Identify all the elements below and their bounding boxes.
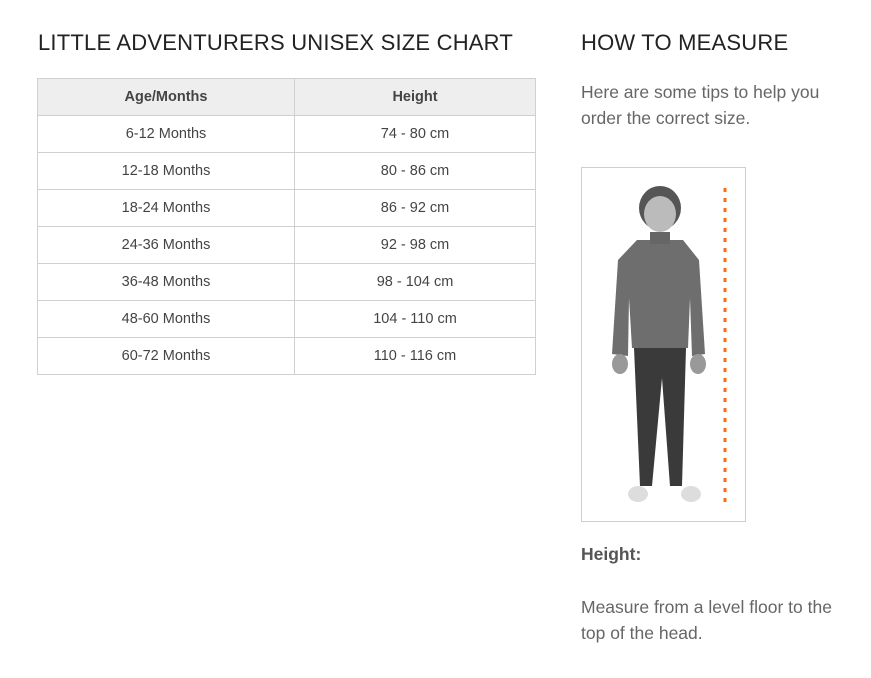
table-row: 12-18 Months 80 - 86 cm: [37, 152, 536, 190]
height-cell: 98 - 104 cm: [294, 263, 536, 301]
how-to-measure-title: HOW TO MEASURE: [581, 30, 789, 55]
age-cell: 36-48 Months: [37, 263, 295, 301]
collar: [650, 232, 670, 244]
age-cell: 12-18 Months: [37, 152, 295, 190]
height-cell: 74 - 80 cm: [294, 115, 536, 153]
jeans: [634, 348, 686, 486]
table-row: 60-72 Months 110 - 116 cm: [37, 337, 536, 375]
height-description: Measure from a level floor to the top of…: [581, 597, 832, 643]
left-shoe: [628, 486, 648, 502]
height-cell: 92 - 98 cm: [294, 226, 536, 264]
table-header-row: Age/Months Height: [37, 78, 536, 116]
left-hand: [612, 354, 628, 374]
right-shoe: [681, 486, 701, 502]
right-hand: [690, 354, 706, 374]
table-row: 18-24 Months 86 - 92 cm: [37, 189, 536, 227]
height-cell: 80 - 86 cm: [294, 152, 536, 190]
header-age: Age/Months: [37, 78, 295, 116]
table-row: 24-36 Months 92 - 98 cm: [37, 226, 536, 264]
table-row: 48-60 Months 104 - 110 cm: [37, 300, 536, 338]
size-chart-title: LITTLE ADVENTURERS UNISEX SIZE CHART: [38, 30, 514, 55]
measure-intro: Here are some tips to help you order the…: [581, 82, 820, 128]
size-chart-table: Age/Months Height 6-12 Months 74 - 80 cm 1…: [37, 78, 536, 375]
table-row: 6-12 Months 74 - 80 cm: [37, 115, 536, 153]
age-cell: 18-24 Months: [37, 189, 295, 227]
age-cell: 48-60 Months: [37, 300, 295, 338]
child-figure-image: [612, 186, 727, 502]
height-cell: 110 - 116 cm: [294, 337, 536, 375]
age-cell: 6-12 Months: [37, 115, 295, 153]
jacket: [612, 240, 705, 356]
table-row: 36-48 Months 98 - 104 cm: [37, 263, 536, 301]
age-cell: 24-36 Months: [37, 226, 295, 264]
height-cell: 86 - 92 cm: [294, 189, 536, 227]
header-height: Height: [294, 78, 536, 116]
face: [644, 196, 676, 232]
height-cell: 104 - 110 cm: [294, 300, 536, 338]
height-label: Height:: [581, 544, 642, 564]
age-cell: 60-72 Months: [37, 337, 295, 375]
measurement-illustration: [581, 167, 746, 522]
